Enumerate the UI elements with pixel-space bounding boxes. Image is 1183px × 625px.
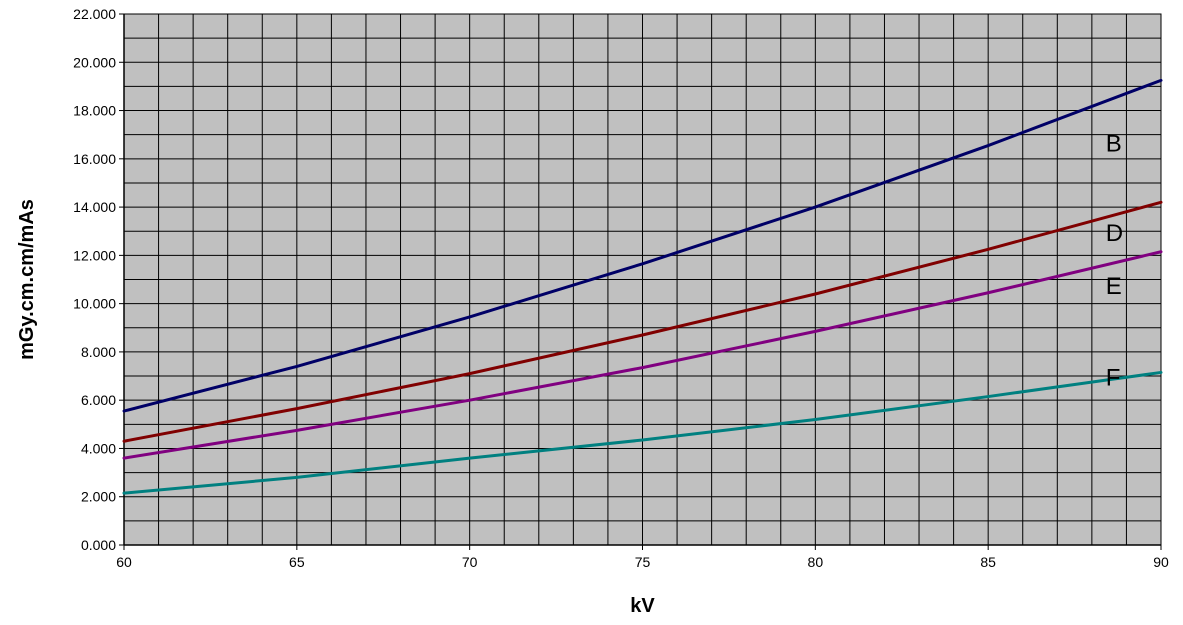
y-axis-title: mGy.cm.cm/mAs [16, 199, 38, 360]
tick-labels: 0.000 2.000 4.000 6.000 8.000 10.000 12.000 14.… [73, 6, 1169, 570]
series-label-f: F [1106, 365, 1121, 392]
y-tick-label: 16.000 [73, 151, 116, 167]
y-tick-label: 8.000 [81, 344, 116, 360]
x-tick-label: 60 [116, 554, 132, 570]
y-tick-label: 12.000 [73, 247, 116, 263]
x-tick-label: 90 [1153, 554, 1169, 570]
y-tick-label: 22.000 [73, 6, 116, 22]
y-tick-label: 4.000 [81, 440, 116, 456]
y-tick-label: 0.000 [81, 537, 116, 553]
series-lines [122, 78, 1163, 495]
y-tick-label: 2.000 [81, 489, 116, 505]
x-tick-label: 85 [980, 554, 996, 570]
y-tick-label: 10.000 [73, 296, 116, 312]
x-tick-label: 75 [635, 554, 651, 570]
series-labels: B DE F [1106, 131, 1123, 392]
x-axis-title: kV [630, 595, 655, 617]
series-label-e: E [1106, 273, 1122, 300]
series-line-b [122, 78, 1163, 413]
y-tick-label: 6.000 [81, 392, 116, 408]
series-label-d: D [1106, 220, 1123, 247]
axes [119, 13, 1162, 550]
y-tick-label: 20.000 [73, 54, 116, 70]
series-label-b: B [1106, 131, 1122, 158]
x-tick-label: 80 [808, 554, 824, 570]
series-line-f [122, 370, 1163, 495]
grid-lines [123, 13, 1162, 546]
y-tick-label: 18.000 [73, 103, 116, 119]
x-tick-label: 65 [289, 554, 305, 570]
x-tick-label: 70 [462, 554, 478, 570]
series-line-d [122, 200, 1163, 443]
y-tick-label: 14.000 [73, 199, 116, 215]
series-line-e [122, 250, 1163, 460]
